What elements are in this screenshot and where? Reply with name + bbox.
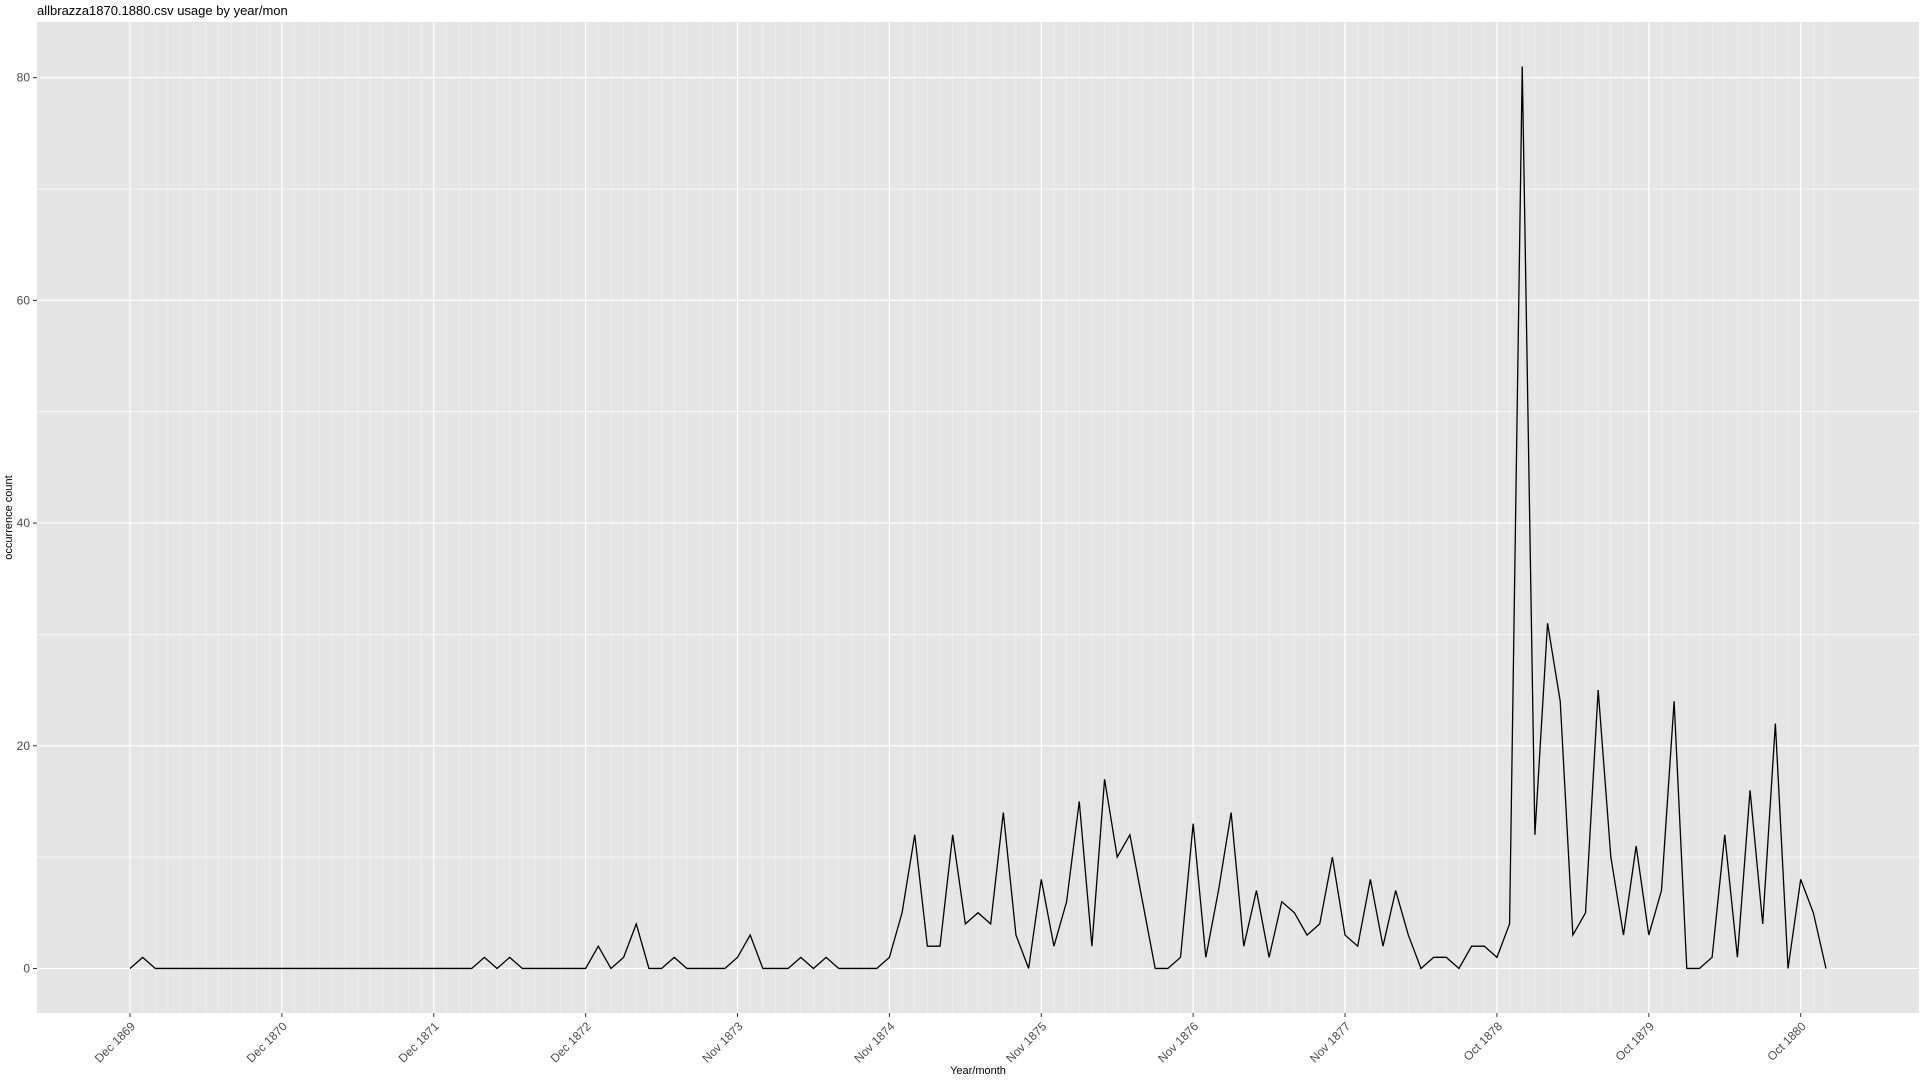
x-tick-label: Nov 1876	[1155, 1019, 1201, 1065]
y-tick-label: 20	[17, 739, 31, 753]
y-axis-title: occurrence count	[3, 475, 15, 559]
x-tick-label: Dec 1870	[244, 1019, 290, 1065]
x-tick-label: Nov 1874	[851, 1019, 897, 1065]
y-tick-label: 40	[17, 516, 31, 530]
x-tick-label: Nov 1877	[1307, 1019, 1353, 1065]
x-tick-label: Dec 1869	[92, 1019, 138, 1065]
series-line	[129, 66, 1827, 970]
x-tick-label: Nov 1875	[1003, 1019, 1049, 1065]
grid-lines	[37, 22, 1919, 1013]
x-tick-label: Oct 1879	[1613, 1019, 1658, 1064]
x-tick-label: Oct 1880	[1764, 1019, 1809, 1064]
x-tick-label: Oct 1878	[1461, 1019, 1506, 1064]
chart-title: allbrazza1870.1880.csv usage by year/mon	[37, 3, 288, 18]
x-axis: Dec 1869 Dec 1870 Dec 1871 Dec 1872 Nov 1873…	[92, 1013, 1809, 1065]
x-axis-title: Year/month	[950, 1065, 1006, 1077]
y-tick-label: 80	[17, 71, 31, 85]
x-tick-label: Dec 1872	[548, 1019, 594, 1065]
y-axis: 0 20 40 60 80	[17, 71, 37, 975]
y-tick-label: 60	[17, 293, 31, 307]
x-tick-label: Nov 1873	[699, 1019, 745, 1065]
x-tick-label: Dec 1871	[396, 1019, 442, 1065]
y-tick-label: 0	[23, 961, 30, 975]
